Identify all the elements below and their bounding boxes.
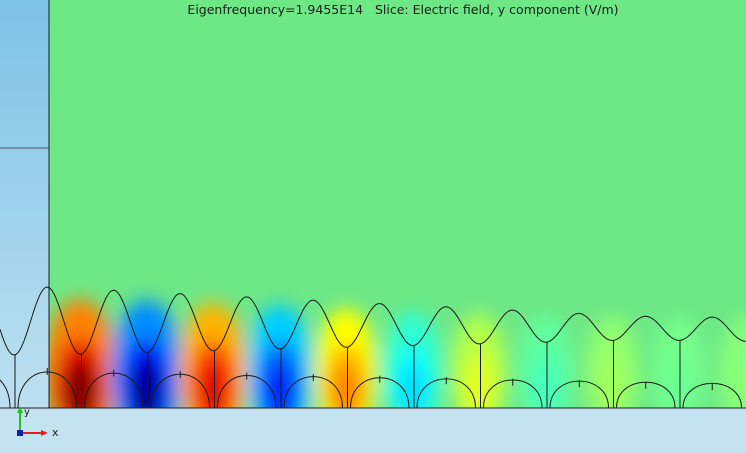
axis-origin [17,430,23,436]
field-lobe-core [666,368,691,416]
grating-top-profile [0,286,746,356]
substrate-region [0,408,746,449]
y-axis-arrowhead [17,406,23,413]
x-axis-arrowhead [41,430,48,436]
x-axis-label: x [52,426,59,439]
field-lobe-core [399,366,426,418]
grating-arch [0,379,11,409]
y-axis-label: y [24,407,30,418]
field-lobe-core [466,367,492,417]
field-lobe-core [332,364,360,420]
field-lobe-core [130,360,163,424]
field-lobe-core [264,363,295,421]
field-lobe-core [533,367,558,417]
field-lobe-core [599,368,625,416]
axis-triad: y x [17,406,59,439]
geometry-edges [0,286,746,409]
field-lobe-core [197,362,229,422]
field-lobe-core [733,368,746,416]
